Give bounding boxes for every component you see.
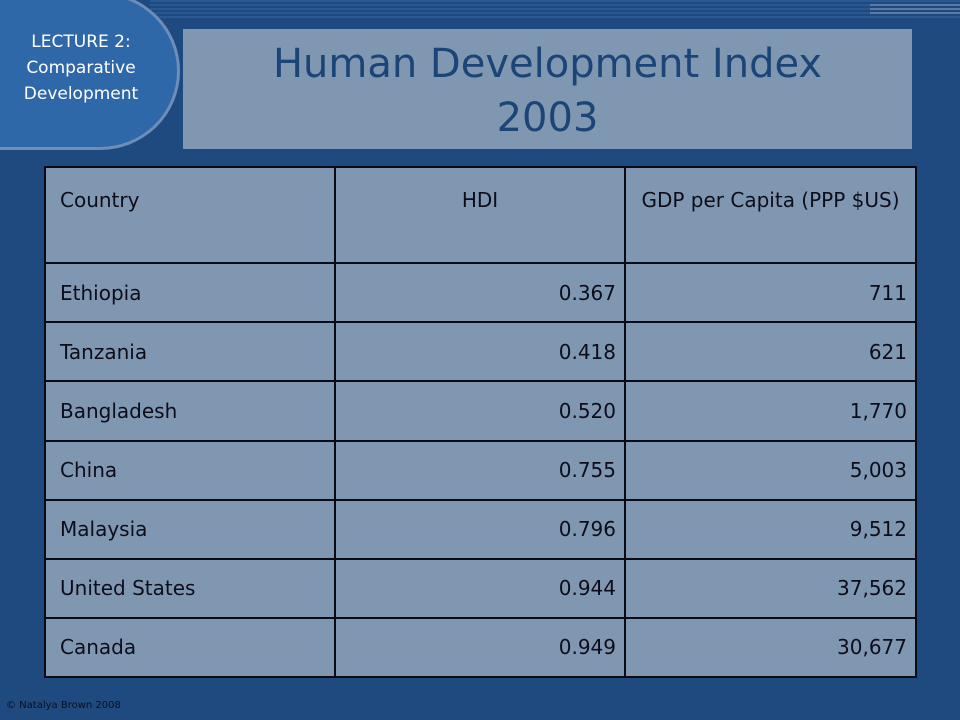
country-cell: Canada <box>44 616 336 679</box>
header-hdi: HDI <box>334 165 626 265</box>
gdp-cell: 30,677 <box>624 616 917 679</box>
hdi-cell: 0.520 <box>334 380 626 442</box>
slide-title-line1: Human Development Index <box>272 41 823 87</box>
hdi-table-container: Country HDI GDP per Capita (PPP $US) Eth… <box>44 165 917 679</box>
hdi-table: Country HDI GDP per Capita (PPP $US) Eth… <box>44 165 917 679</box>
gdp-cell: 1,770 <box>624 380 917 442</box>
country-cell: Bangladesh <box>44 380 336 442</box>
table-header-row: Country HDI GDP per Capita (PPP $US) <box>44 165 917 265</box>
slide-title-line2: 2003 <box>496 95 599 141</box>
country-cell: Tanzania <box>44 321 336 383</box>
country-cell: United States <box>44 557 336 619</box>
country-cell: China <box>44 439 336 501</box>
gdp-cell: 5,003 <box>624 439 917 501</box>
lecture-number: LECTURE 2: <box>31 32 131 52</box>
table-row: Canada 0.949 30,677 <box>44 616 917 679</box>
copyright-notice: © Natalya Brown 2008 <box>6 700 121 711</box>
table-row: China 0.755 5,003 <box>44 439 917 501</box>
country-cell: Ethiopia <box>44 262 336 324</box>
gdp-cell: 621 <box>624 321 917 383</box>
table-row: Ethiopia 0.367 711 <box>44 262 917 324</box>
lecture-badge: LECTURE 2: Comparative Development <box>0 0 180 150</box>
hdi-cell: 0.367 <box>334 262 626 324</box>
top-decorative-stripes <box>150 0 960 18</box>
top-right-decorative-stripes <box>870 4 960 16</box>
slide-title-box: Human Development Index 2003 <box>183 29 912 149</box>
gdp-cell: 711 <box>624 262 917 324</box>
header-gdp-per-capita: GDP per Capita (PPP $US) <box>624 165 917 265</box>
table-row: Tanzania 0.418 621 <box>44 321 917 383</box>
header-country: Country <box>44 165 336 265</box>
table-row: United States 0.944 37,562 <box>44 557 917 619</box>
lecture-topic-line2: Development <box>23 84 139 104</box>
slide-title: Human Development Index 2003 <box>183 37 912 145</box>
country-cell: Malaysia <box>44 498 336 560</box>
lecture-topic-line1: Comparative <box>26 58 136 78</box>
hdi-cell: 0.755 <box>334 439 626 501</box>
hdi-cell: 0.944 <box>334 557 626 619</box>
lecture-badge-text: LECTURE 2: Comparative Development <box>3 29 159 107</box>
table-row: Bangladesh 0.520 1,770 <box>44 380 917 442</box>
hdi-cell: 0.418 <box>334 321 626 383</box>
table-row: Malaysia 0.796 9,512 <box>44 498 917 560</box>
hdi-cell: 0.796 <box>334 498 626 560</box>
gdp-cell: 9,512 <box>624 498 917 560</box>
gdp-cell: 37,562 <box>624 557 917 619</box>
hdi-cell: 0.949 <box>334 616 626 679</box>
